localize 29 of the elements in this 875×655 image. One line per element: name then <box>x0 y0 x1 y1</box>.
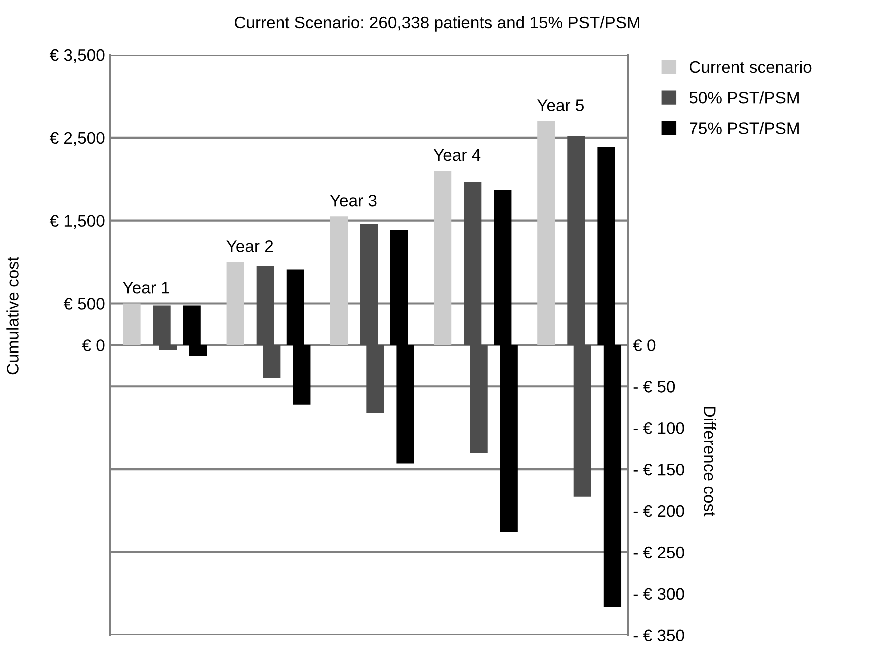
x-tick-label: Year 1 <box>123 282 170 294</box>
chart-title: Current Scenario: 260,338 patients and 15% PST/PSM <box>235 16 640 32</box>
y2-tick-label: - € 300 <box>634 588 684 600</box>
y-tick-label: € 3,500 <box>50 49 105 64</box>
y2-tick-label: - € 100 <box>634 422 684 434</box>
y2-tick-label: - € 50 <box>634 381 676 393</box>
y2-tick-label: - € 250 <box>634 546 684 559</box>
y2-tick-label: - € 350 <box>634 630 684 642</box>
y2-tick-label: - € 200 <box>634 505 684 518</box>
bar <box>330 216 348 346</box>
x-tick-label: Year 4 <box>434 150 481 162</box>
y2-tick-label: € 0 <box>633 340 656 352</box>
y-tick-label: € 1,500 <box>50 215 105 229</box>
y-tick-label: € 0 <box>82 340 105 352</box>
y-tick-label: € 2,500 <box>50 132 105 146</box>
legend-label: Current scenario <box>690 60 812 74</box>
x-tick-label: Year 3 <box>330 194 377 207</box>
bar <box>226 262 244 346</box>
bar <box>538 121 556 346</box>
x-tick-label: Year 5 <box>537 100 584 112</box>
y2-tick-label: - € 150 <box>634 464 684 476</box>
y-axis-title: Cumulative cost <box>6 257 19 375</box>
bar <box>434 171 452 346</box>
bar <box>123 304 141 346</box>
legend-label: 75% PST/PSM <box>690 122 799 134</box>
y2-axis-title: Difference cost <box>704 407 716 517</box>
legend-label: 50% PST/PSM <box>690 92 799 104</box>
y-tick-label: € 500 <box>64 298 105 310</box>
x-tick-label: Year 2 <box>226 240 274 252</box>
